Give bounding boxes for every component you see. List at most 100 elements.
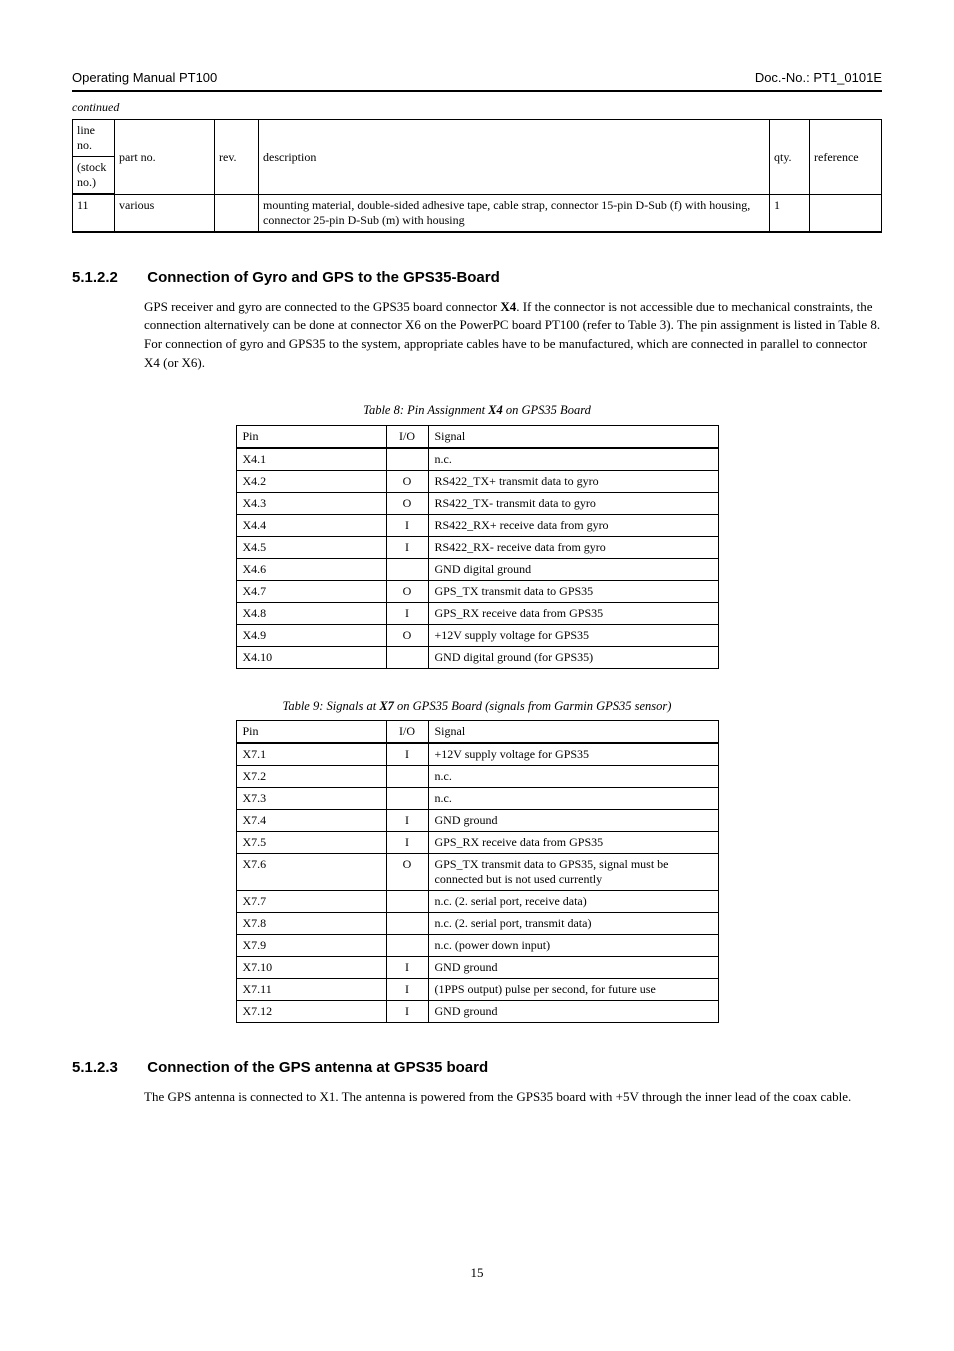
bom-table: line no. part no. rev. description qty. …: [72, 119, 882, 233]
section-title: Connection of Gyro and GPS to the GPS35-…: [147, 269, 500, 286]
cell-signal: RS422_RX- receive data from gyro: [428, 536, 718, 558]
table-row: 11 various mounting material, double-sid…: [73, 194, 882, 232]
cell-io: I: [386, 979, 428, 1001]
cell-io: O: [386, 854, 428, 891]
page-heading: Operating Manual PT100 Doc.-No.: PT1_010…: [72, 70, 882, 86]
cell-io: [386, 558, 428, 580]
c: on GPS35 Board: [503, 403, 591, 417]
table-row: X7.7 n.c. (2. serial port, receive data): [236, 891, 718, 913]
cell-pin: X7.10: [236, 957, 386, 979]
cell-io: I: [386, 514, 428, 536]
table-row: X4.2ORS422_TX+ transmit data to gyro: [236, 470, 718, 492]
cell-io: I: [386, 832, 428, 854]
table-row: X7.6OGPS_TX transmit data to GPS35, sign…: [236, 854, 718, 891]
table8-caption: Table 8: Pin Assignment X4 on GPS35 Boar…: [72, 403, 882, 419]
col-line: line no.: [73, 120, 115, 157]
table-row: X4.4IRS422_RX+ receive data from gyro: [236, 514, 718, 536]
bom-ref: [810, 194, 882, 232]
table-row: X7.9 n.c. (power down input): [236, 935, 718, 957]
continued-label: continued: [72, 100, 882, 115]
cell-io: I: [386, 536, 428, 558]
cell-pin: X4.7: [236, 580, 386, 602]
section-number: 5.1.2.3: [72, 1059, 144, 1078]
cell-io: I: [386, 1001, 428, 1023]
cell-pin: X4.8: [236, 602, 386, 624]
cell-io: O: [386, 580, 428, 602]
c: Table 8: Pin Assignment: [363, 403, 488, 417]
t8-h-pin: Pin: [236, 425, 386, 448]
section-text: The GPS antenna is connected to X1. The …: [144, 1088, 882, 1107]
cell-signal: GND ground: [428, 810, 718, 832]
cell-pin: X7.9: [236, 935, 386, 957]
t8-h-io: I/O: [386, 425, 428, 448]
cell-pin: X7.12: [236, 1001, 386, 1023]
cell-io: I: [386, 810, 428, 832]
bom-part: various: [115, 194, 215, 232]
cell-io: I: [386, 957, 428, 979]
table-row: X4.9O+12V supply voltage for GPS35: [236, 624, 718, 646]
table9: Pin I/O Signal X7.1I+12V supply voltage …: [236, 720, 719, 1023]
c-b: X7: [379, 699, 394, 713]
table-row: X4.10GND digital ground (for GPS35): [236, 646, 718, 668]
table-row: X7.12IGND ground: [236, 1001, 718, 1023]
cell-signal: GPS_TX transmit data to GPS35: [428, 580, 718, 602]
section-title: Connection of the GPS antenna at GPS35 b…: [147, 1059, 488, 1076]
cell-io: [386, 913, 428, 935]
cell-signal: GND ground: [428, 1001, 718, 1023]
cell-io: [386, 766, 428, 788]
col-ref: reference: [810, 120, 882, 195]
t8-h-sig: Signal: [428, 425, 718, 448]
table-row: X4.5IRS422_RX- receive data from gyro: [236, 536, 718, 558]
cell-signal: GND ground: [428, 957, 718, 979]
table-row: X7.2 n.c.: [236, 766, 718, 788]
cell-pin: X4.2: [236, 470, 386, 492]
cell-signal: n.c. (power down input): [428, 935, 718, 957]
t: GPS receiver and gyro are connected to t…: [144, 299, 500, 314]
bom-line: 11: [73, 194, 115, 232]
table-row: X7.3n.c.: [236, 788, 718, 810]
table8: Pin I/O Signal X4.1n.c.X4.2ORS422_TX+ tr…: [236, 425, 719, 669]
table-row: X7.11I(1PPS output) pulse per second, fo…: [236, 979, 718, 1001]
bom-desc: mounting material, double-sided adhesive…: [259, 194, 770, 232]
cell-signal: RS422_TX- transmit data to gyro: [428, 492, 718, 514]
section-5-1-2-3: 5.1.2.3 Connection of the GPS antenna at…: [72, 1059, 882, 1107]
cell-pin: X4.10: [236, 646, 386, 668]
table-row: X7.1I+12V supply voltage for GPS35: [236, 743, 718, 766]
cell-pin: X4.6: [236, 558, 386, 580]
c: on GPS35 Board (signals from Garmin GPS3…: [394, 699, 672, 713]
cell-pin: X7.5: [236, 832, 386, 854]
cell-pin: X4.5: [236, 536, 386, 558]
t9-h-pin: Pin: [236, 721, 386, 744]
table-row: X4.8IGPS_RX receive data from GPS35: [236, 602, 718, 624]
table-row: X7.10IGND ground: [236, 957, 718, 979]
manual-title: Operating Manual PT100: [72, 70, 217, 86]
cell-io: I: [386, 602, 428, 624]
cell-pin: X7.2: [236, 766, 386, 788]
bom-qty: 1: [770, 194, 810, 232]
cell-pin: X7.4: [236, 810, 386, 832]
cell-io: [386, 646, 428, 668]
t9-h-sig: Signal: [428, 721, 718, 744]
cell-pin: X4.1: [236, 448, 386, 471]
cell-signal: (1PPS output) pulse per second, for futu…: [428, 979, 718, 1001]
cell-signal: +12V supply voltage for GPS35: [428, 624, 718, 646]
cell-io: [386, 448, 428, 471]
cell-signal: n.c. (2. serial port, receive data): [428, 891, 718, 913]
bom-body: 11 various mounting material, double-sid…: [73, 194, 882, 232]
cell-io: [386, 788, 428, 810]
page-number: 15: [0, 1265, 954, 1281]
table-row: X4.7OGPS_TX transmit data to GPS35: [236, 580, 718, 602]
cell-pin: X7.7: [236, 891, 386, 913]
cell-pin: X4.9: [236, 624, 386, 646]
col-part-b: (stock no.): [73, 157, 115, 195]
cell-signal: GND digital ground: [428, 558, 718, 580]
col-desc: description: [259, 120, 770, 195]
cell-signal: n.c.: [428, 766, 718, 788]
table-row: X7.4IGND ground: [236, 810, 718, 832]
section-text: GPS receiver and gyro are connected to t…: [144, 298, 882, 373]
table9-body: X7.1I+12V supply voltage for GPS35X7.2 n.…: [236, 743, 718, 1023]
table8-body: X4.1n.c.X4.2ORS422_TX+ transmit data to …: [236, 448, 718, 669]
col-rev: rev.: [215, 120, 259, 195]
cell-io: [386, 891, 428, 913]
cell-signal: +12V supply voltage for GPS35: [428, 743, 718, 766]
